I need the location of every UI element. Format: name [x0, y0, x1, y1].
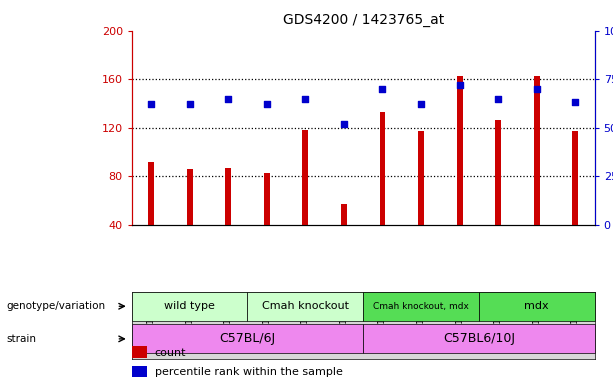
Bar — [379, 112, 386, 225]
Title: GDS4200 / 1423765_at: GDS4200 / 1423765_at — [283, 13, 444, 27]
Point — [262, 101, 272, 108]
Text: wild type: wild type — [164, 301, 215, 311]
Point — [146, 101, 156, 108]
Bar — [187, 169, 192, 225]
Text: mdx: mdx — [525, 301, 549, 311]
Point — [300, 96, 310, 102]
Bar — [132, 346, 147, 358]
Text: GSM413165: GSM413165 — [493, 294, 503, 349]
Text: percentile rank within the sample: percentile rank within the sample — [154, 367, 343, 377]
Bar — [495, 121, 501, 225]
Bar — [363, 292, 479, 321]
Point — [223, 96, 233, 102]
Bar — [302, 130, 308, 225]
Text: GSM413160: GSM413160 — [185, 294, 194, 349]
Bar — [573, 131, 578, 225]
Bar — [148, 162, 154, 225]
Bar — [479, 292, 595, 321]
Bar — [534, 76, 539, 225]
Bar — [132, 292, 248, 321]
Text: GSM413169: GSM413169 — [417, 294, 425, 349]
Text: GSM413170: GSM413170 — [455, 294, 464, 349]
Point — [185, 101, 194, 108]
Point — [493, 96, 503, 102]
Text: C57BL/6J: C57BL/6J — [219, 333, 276, 345]
Point — [571, 99, 581, 106]
Bar — [226, 168, 231, 225]
Text: GSM413167: GSM413167 — [571, 294, 580, 349]
Text: GSM413168: GSM413168 — [378, 294, 387, 349]
Text: strain: strain — [6, 334, 36, 344]
Text: count: count — [154, 348, 186, 358]
Bar — [248, 292, 363, 321]
Text: GSM413164: GSM413164 — [340, 294, 348, 349]
Text: C57BL6/10J: C57BL6/10J — [443, 333, 515, 345]
Bar — [418, 131, 424, 225]
Bar — [132, 324, 363, 353]
Text: Cmah knockout, mdx: Cmah knockout, mdx — [373, 302, 469, 311]
Text: GSM413161: GSM413161 — [224, 294, 233, 349]
Point — [532, 86, 542, 92]
Text: genotype/variation: genotype/variation — [6, 301, 105, 311]
Bar — [264, 172, 270, 225]
Text: GSM413162: GSM413162 — [262, 294, 272, 349]
Text: GSM413159: GSM413159 — [147, 294, 156, 349]
Text: Cmah knockout: Cmah knockout — [262, 301, 349, 311]
Point — [455, 82, 465, 88]
Bar — [457, 76, 463, 225]
Point — [339, 121, 349, 127]
Point — [378, 86, 387, 92]
Bar — [363, 324, 595, 353]
Bar — [341, 204, 347, 225]
Bar — [132, 366, 147, 377]
Text: GSM413166: GSM413166 — [532, 294, 541, 349]
Text: GSM413163: GSM413163 — [301, 294, 310, 349]
Point — [416, 101, 426, 108]
